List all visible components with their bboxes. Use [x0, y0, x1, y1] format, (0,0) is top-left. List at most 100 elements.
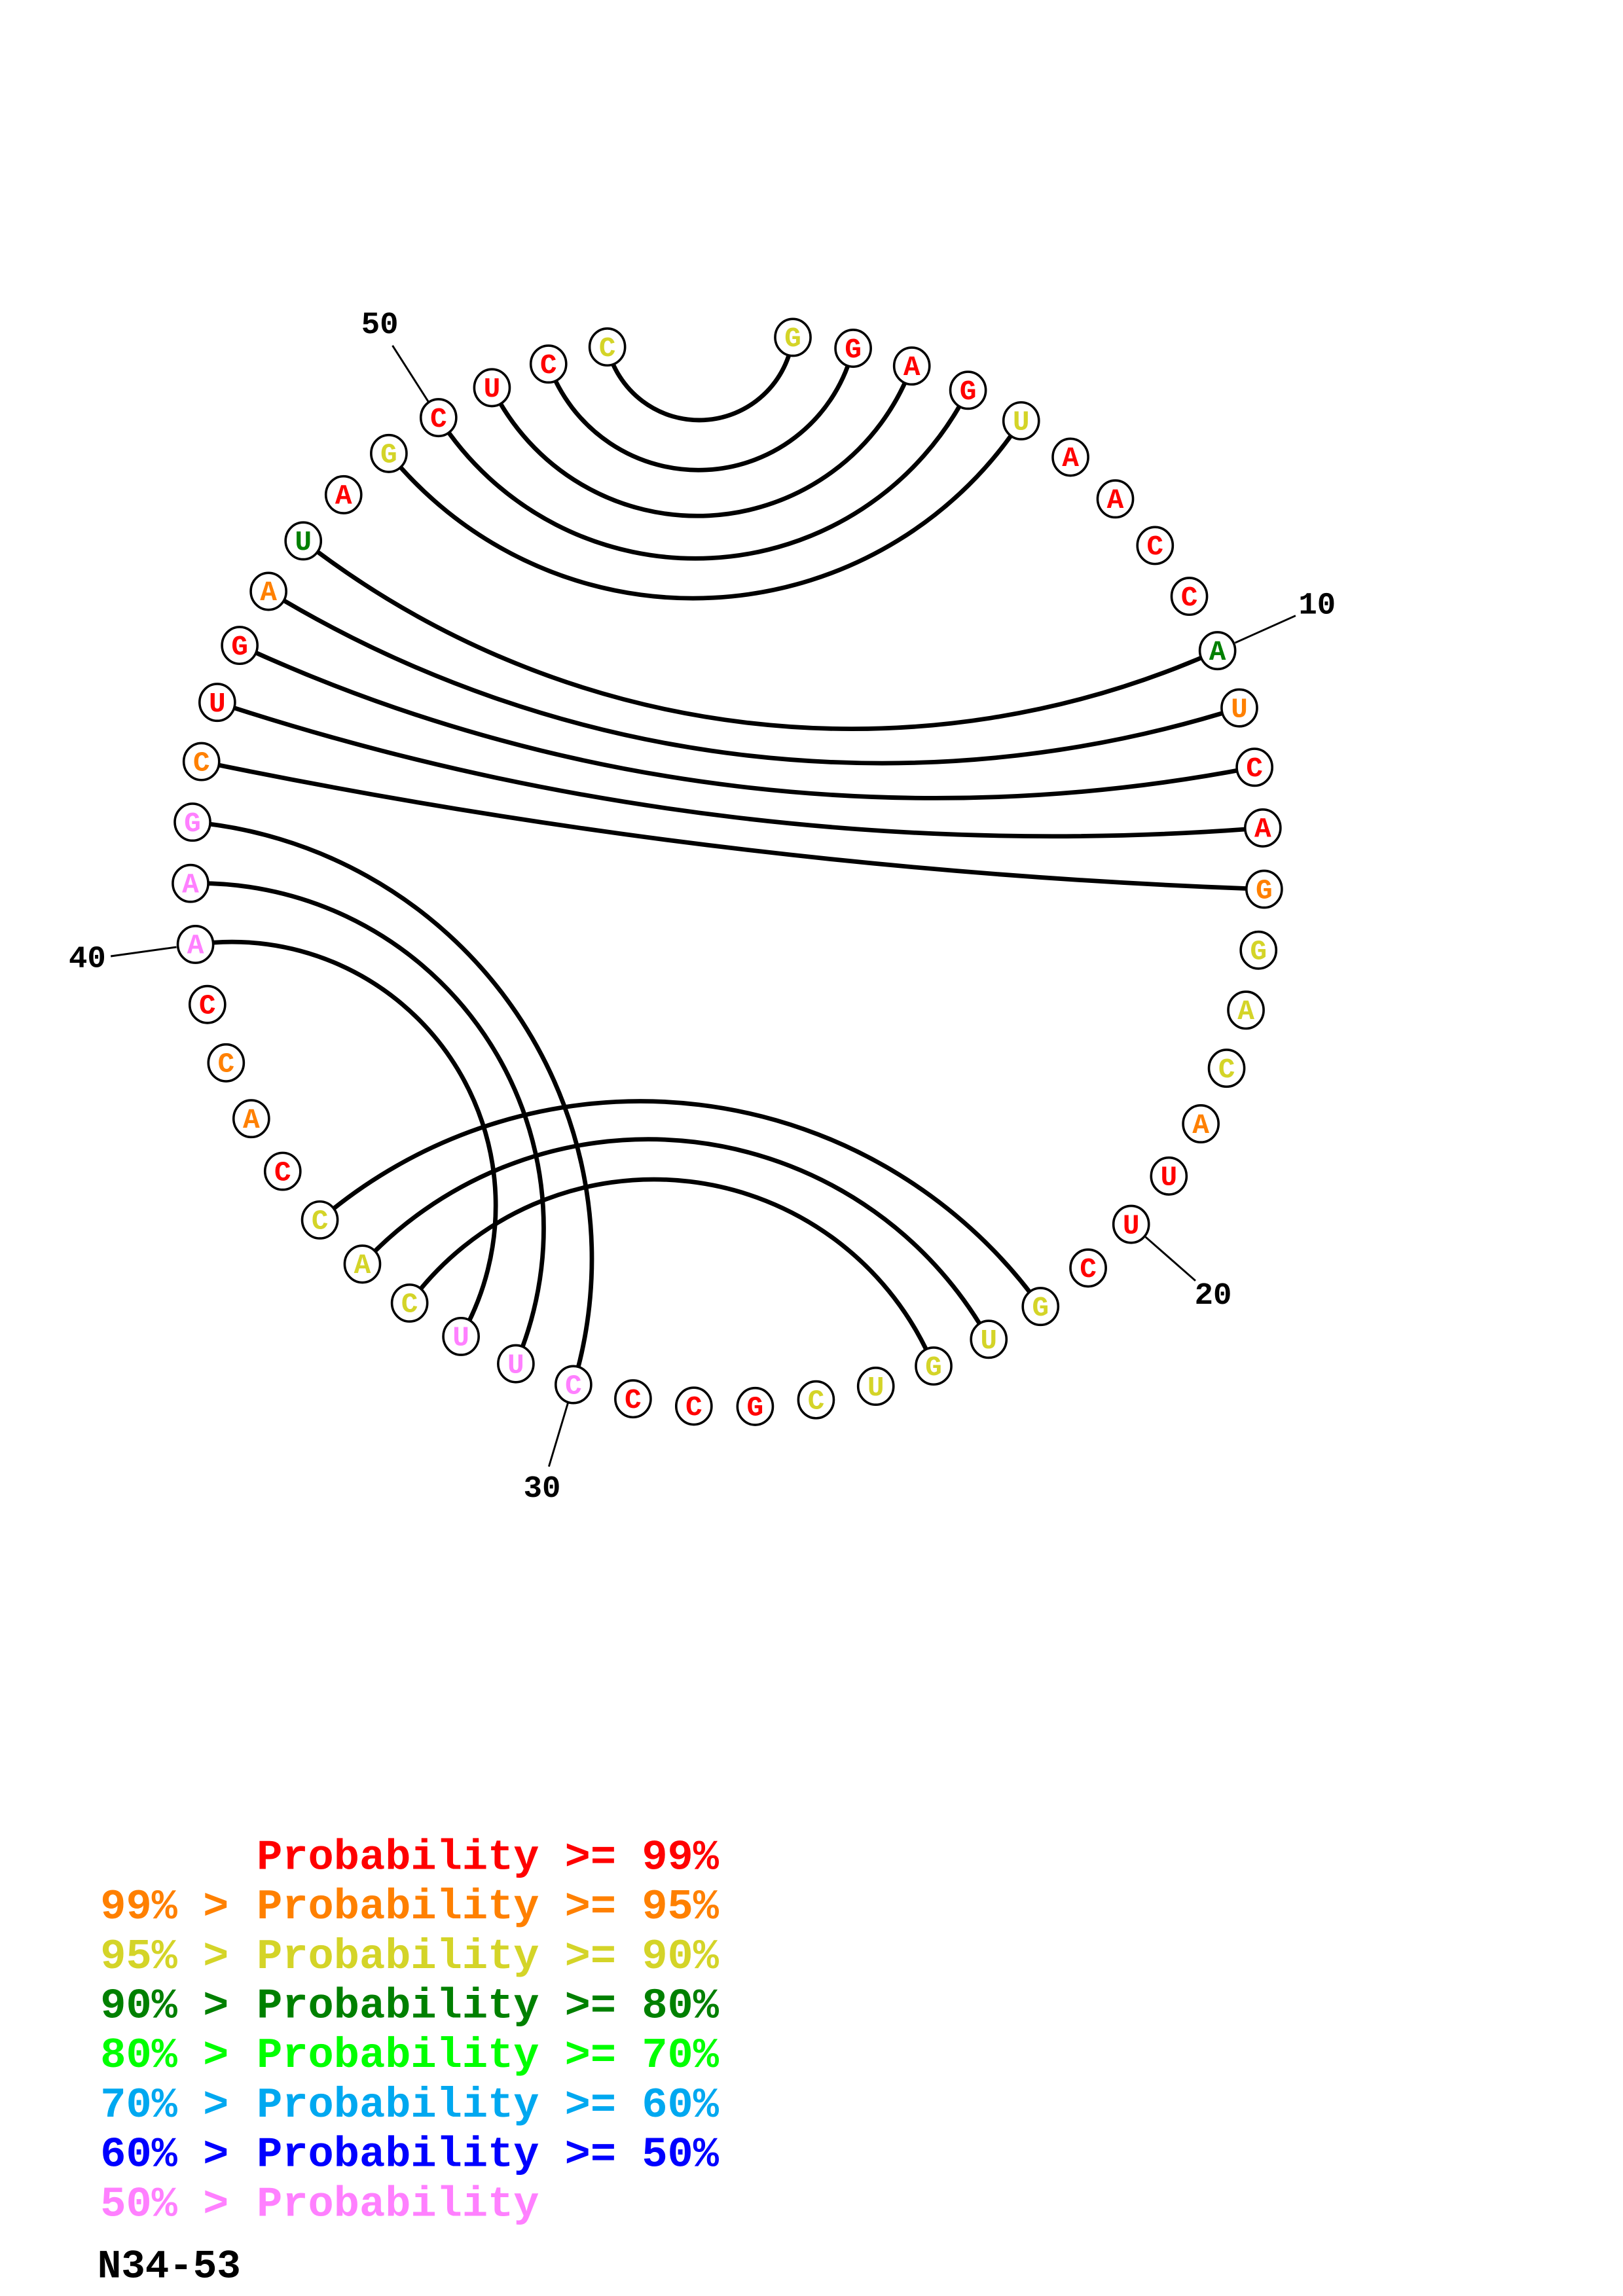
nucleotide-circle — [207, 1043, 246, 1083]
nucleotide-base: A — [1254, 814, 1271, 846]
base-pair-arc-2-52 — [546, 348, 856, 473]
base-pair-arc-24-33 — [407, 1177, 936, 1367]
nucleotide-52: C — [529, 344, 568, 384]
nucleotide-circle — [529, 344, 568, 384]
nucleotide-base: A — [260, 577, 277, 609]
position-label-20: 20 — [1195, 1279, 1232, 1314]
legend-entry: Probability >= 80% — [257, 1982, 720, 2031]
base-pair-arc-4-50 — [436, 389, 970, 561]
nucleotide-14: G — [1245, 869, 1283, 909]
nucleotide-circle — [1243, 808, 1282, 848]
legend-prefix: 95% > — [100, 1933, 254, 1981]
nucleotide-circle — [370, 433, 408, 473]
base-pair-arc-31-41 — [190, 881, 546, 1365]
nucleotide-circle — [674, 1386, 713, 1426]
base-pair-arc-23-34 — [360, 1137, 991, 1340]
position-labels: 10 20 30 40 50 — [69, 308, 1336, 1507]
nucleotide-circle — [797, 1380, 835, 1420]
nucleotide-2: G — [834, 329, 872, 368]
legend-entry: Probability — [257, 2180, 539, 2229]
nucleotide-base: U — [867, 1372, 884, 1404]
nucleotide-base: C — [199, 990, 216, 1022]
nucleotide-base: U — [980, 1325, 997, 1357]
nucleotide-base: A — [243, 1104, 260, 1136]
nucleotide-base: C — [401, 1289, 418, 1321]
nucleotide-base: A — [903, 351, 921, 384]
nucleotide-37: A — [232, 1099, 270, 1139]
nucleotide-circle — [915, 1346, 953, 1386]
nucleotide-base: U — [507, 1349, 524, 1381]
nucleotide-circle — [419, 398, 458, 438]
nucleotide-base: U — [1160, 1162, 1177, 1194]
base-pair-arc-14-43 — [201, 759, 1264, 891]
legend-entry: Probability >= 50% — [257, 2131, 720, 2179]
nucleotide-base: U — [295, 526, 312, 558]
base-pair-arc-11-46 — [267, 589, 1240, 766]
nucleotide-circle — [221, 626, 259, 666]
nucleotide-26: C — [797, 1380, 835, 1420]
nucleotide-base: C — [1218, 1054, 1235, 1086]
nucleotide-circle — [1182, 1104, 1220, 1144]
nucleotide-28: C — [674, 1386, 713, 1426]
legend-entry: Probability >= 70% — [257, 2032, 720, 2080]
nucleotide-47: U — [284, 521, 323, 561]
nucleotide-circle — [1170, 577, 1209, 617]
tick-line-10 — [1234, 615, 1296, 644]
nucleotide-base: C — [1246, 753, 1263, 785]
nucleotide-53: C — [588, 327, 627, 367]
nucleotide-23: U — [970, 1319, 1008, 1359]
nucleotide-17: C — [1207, 1049, 1246, 1088]
legend-prefix: 70% > — [100, 2081, 254, 2130]
legend-prefix: 90% > — [100, 1982, 254, 2031]
nucleotide-base: A — [1107, 484, 1124, 516]
nucleotide-base: A — [335, 480, 352, 512]
nucleotide-6: A — [1051, 437, 1089, 477]
legend-prefix: 80% > — [100, 2032, 254, 2080]
nucleotide-circle — [198, 683, 236, 723]
position-ticks — [110, 345, 1296, 1467]
nucleotide-circle — [390, 1283, 429, 1323]
nucleotide-10: A — [1198, 631, 1237, 671]
structure-title: N34-53 — [98, 2245, 241, 2290]
nucleotide-base: G — [845, 334, 862, 366]
nucleotide-circle — [1227, 990, 1265, 1030]
legend-entry: Probability >= 99% — [257, 1833, 720, 1882]
nucleotide-39: C — [188, 984, 227, 1024]
tick-line-40 — [110, 946, 177, 958]
nucleotide-base: C — [599, 332, 616, 365]
legend-entry: Probability >= 60% — [257, 2081, 720, 2130]
nucleotide-circle — [1235, 747, 1273, 787]
legend-entry: Probability >= 90% — [257, 1933, 720, 1981]
nucleotide-circle — [949, 370, 987, 410]
nucleotide-circle — [1198, 631, 1237, 671]
nucleotide-8: C — [1136, 526, 1175, 565]
position-label-10: 10 — [1298, 588, 1336, 623]
tick-line-20 — [1144, 1236, 1196, 1282]
base-pair-arc-32-40 — [195, 939, 498, 1338]
nucleotide-circle — [970, 1319, 1008, 1359]
tick-line-30 — [547, 1403, 569, 1467]
nucleotide-40: A — [176, 924, 215, 964]
nucleotide-circle — [1002, 401, 1040, 440]
base-pair-arc-10-47 — [302, 539, 1219, 731]
base-pair-arc-1-53 — [605, 337, 795, 423]
nucleotide-base: A — [182, 869, 199, 901]
nucleotide-base: U — [452, 1322, 469, 1354]
legend-prefix: 50% > — [100, 2180, 254, 2229]
nucleotide-base: A — [1237, 996, 1254, 1028]
nucleotide-circle — [284, 521, 323, 561]
nucleotide-circle — [1239, 930, 1278, 970]
nucleotide-base: G — [925, 1352, 942, 1384]
nucleotide-25: U — [856, 1367, 895, 1407]
nucleotide-20: U — [1112, 1204, 1150, 1244]
nucleotide-base: U — [484, 373, 501, 405]
nucleotide-49: G — [370, 433, 408, 473]
nucleotide-circle — [856, 1367, 895, 1407]
nucleotide-36: C — [263, 1151, 302, 1191]
nucleotide-44: U — [198, 683, 236, 723]
nucleotide-circle — [1021, 1287, 1060, 1327]
nucleotide-circle — [473, 368, 511, 408]
nucleotide-base: C — [808, 1385, 825, 1417]
nucleotide-base: G — [231, 631, 248, 663]
